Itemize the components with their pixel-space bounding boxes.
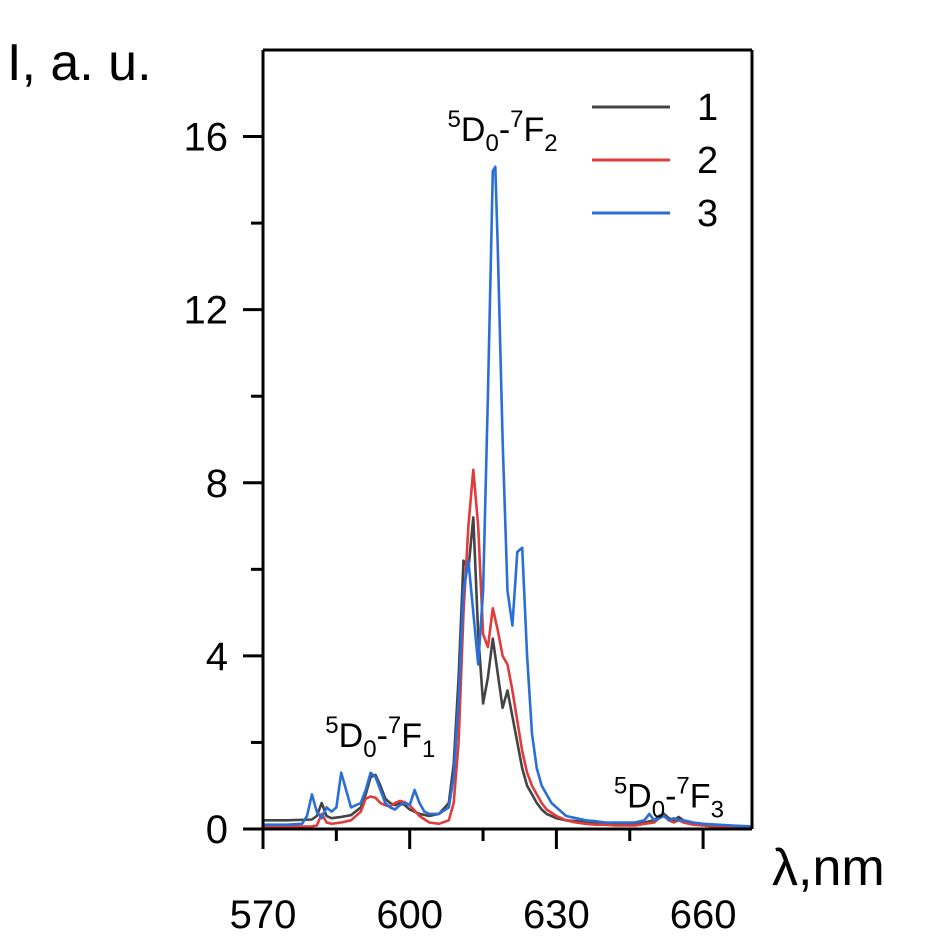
legend-label-1: 1 bbox=[697, 87, 718, 129]
axes bbox=[261, 48, 754, 831]
annotation-f3: 5D0-7F3 bbox=[614, 772, 724, 823]
x-axis-title: λ,nm bbox=[772, 839, 885, 897]
x-tick-label-630: 630 bbox=[523, 893, 590, 937]
annotation-f2: 5D0-7F2 bbox=[448, 106, 558, 157]
annotation-f1: 5D0-7F1 bbox=[325, 712, 435, 763]
series-line-2 bbox=[263, 468, 753, 829]
y-tick-label-4: 4 bbox=[206, 635, 228, 679]
y-tick-label-8: 8 bbox=[206, 462, 228, 506]
tick-labels: 570 600 630 660 0 4 8 12 16 bbox=[184, 116, 737, 937]
annotations: 5D0-7F2 5D0-7F1 5D0-7F3 bbox=[325, 106, 724, 823]
x-tick-label-660: 660 bbox=[670, 893, 737, 937]
legend: 1 2 3 bbox=[592, 87, 718, 235]
series-line-3 bbox=[263, 165, 753, 828]
x-tick-label-600: 600 bbox=[376, 893, 443, 937]
y-tick-label-0: 0 bbox=[206, 808, 228, 852]
y-tick-label-12: 12 bbox=[184, 289, 229, 333]
ticks bbox=[243, 135, 705, 849]
legend-label-2: 2 bbox=[697, 140, 718, 182]
x-tick-label-570: 570 bbox=[230, 893, 297, 937]
y-tick-label-16: 16 bbox=[184, 116, 229, 160]
y-axis-title: I, a. u. bbox=[7, 34, 152, 92]
legend-label-3: 3 bbox=[697, 193, 718, 235]
plot-lines bbox=[263, 165, 753, 829]
